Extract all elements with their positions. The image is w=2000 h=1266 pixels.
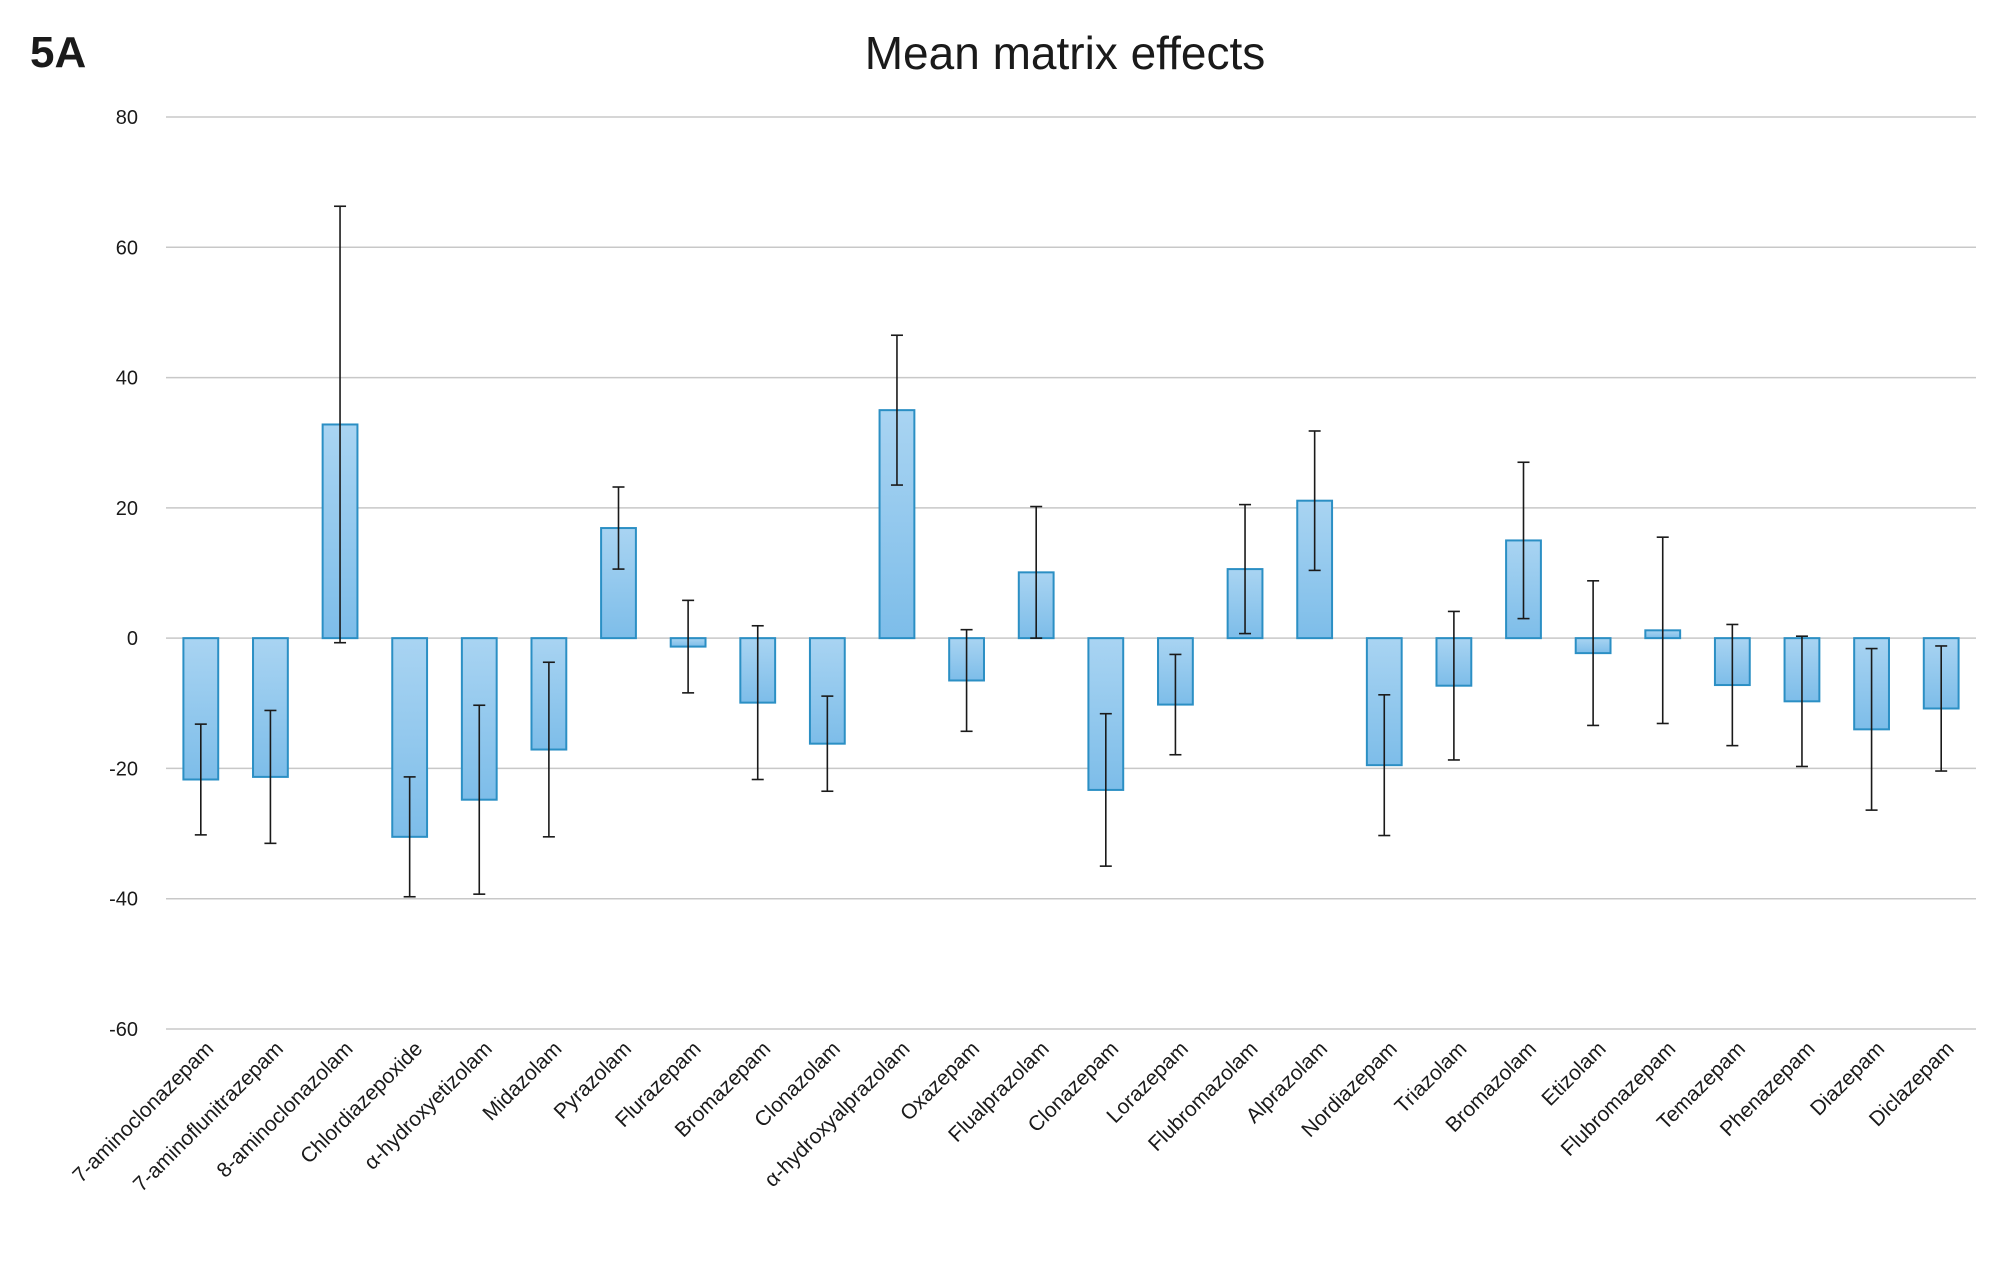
y-tick-label: -60 <box>109 1019 138 1041</box>
y-tick-label: 0 <box>127 628 138 650</box>
y-tick-label: -40 <box>109 889 138 911</box>
error-bar <box>960 628 973 733</box>
x-tick-label: α-hydroxyetizolam <box>360 1037 497 1174</box>
error-bar <box>1587 580 1600 727</box>
error-bar <box>751 624 764 781</box>
error-bar <box>821 695 834 793</box>
error-bar <box>1517 461 1530 620</box>
x-tick-label: Chlordiazepoxide <box>296 1037 427 1168</box>
x-axis-ticks: 7-aminoclonazepam7-aminoflunitrazepam8-a… <box>68 1037 1958 1196</box>
error-bar <box>1935 645 1948 772</box>
x-tick-label: 8-aminoclonazolam <box>213 1037 358 1182</box>
error-bars <box>194 205 1948 898</box>
y-tick-label: 60 <box>116 237 138 259</box>
error-bar <box>1656 536 1669 725</box>
y-tick-label: -20 <box>109 758 138 780</box>
bars <box>182 409 1960 838</box>
error-bar <box>334 205 347 644</box>
error-bar <box>194 723 207 836</box>
error-bar <box>682 599 695 694</box>
y-tick-label: 40 <box>116 368 138 390</box>
error-bar <box>542 661 555 838</box>
error-bar <box>890 334 903 486</box>
error-bar <box>264 709 277 845</box>
y-axis-ticks: 80 60 40 20 0 -20 -40 -60 <box>109 107 138 1041</box>
error-bar <box>612 486 625 570</box>
error-bar <box>473 704 486 895</box>
error-bar <box>1239 503 1252 635</box>
error-bar <box>1169 653 1182 756</box>
error-bar <box>1030 505 1043 639</box>
x-tick-label: Etizolam <box>1537 1037 1610 1110</box>
chart-title: Mean matrix effects <box>864 27 1266 79</box>
error-bar <box>1795 635 1808 768</box>
gridlines <box>166 116 1976 1030</box>
error-bar <box>1447 610 1460 761</box>
error-bar <box>1726 623 1739 747</box>
error-bar <box>1865 647 1878 811</box>
error-bar <box>1308 430 1321 572</box>
y-tick-label: 80 <box>116 107 138 129</box>
error-bar <box>1378 694 1391 837</box>
error-bar <box>1099 712 1112 867</box>
error-bar <box>403 776 416 898</box>
y-tick-label: 20 <box>116 498 138 520</box>
panel-label: 5A <box>30 28 87 77</box>
